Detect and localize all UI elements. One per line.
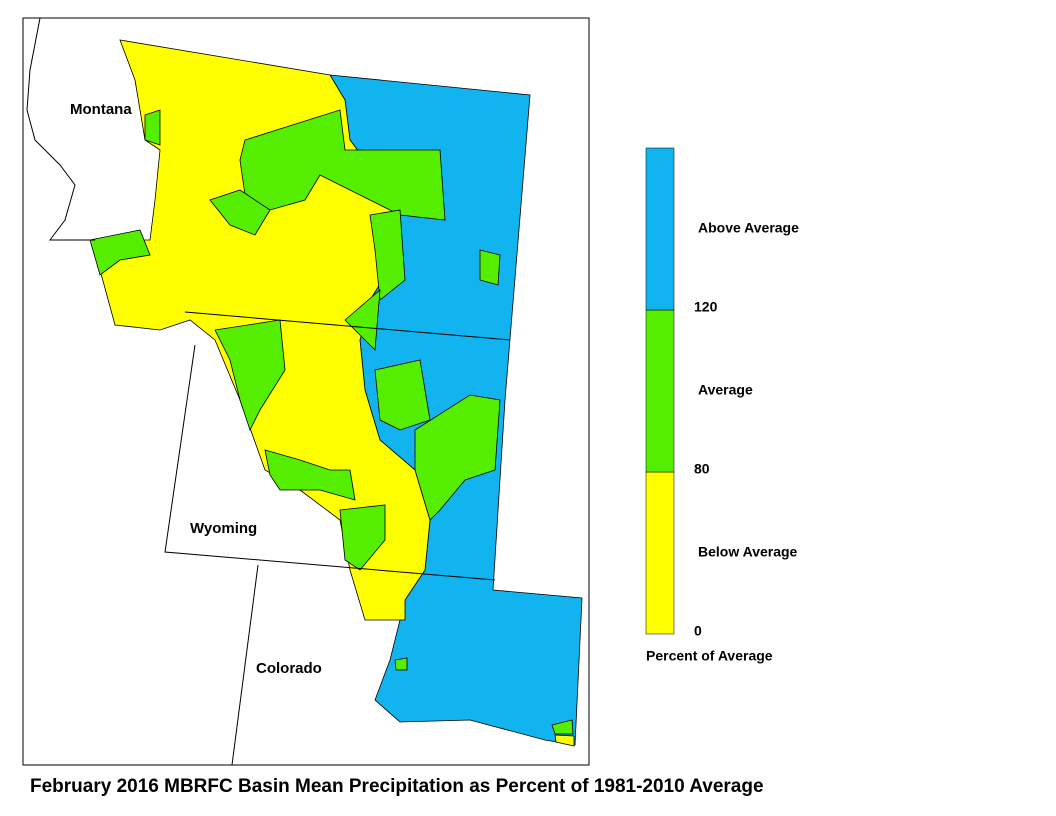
region-average (369, 209, 406, 301)
legend-swatch (645, 471, 675, 635)
legend-swatch (645, 309, 675, 473)
region-average (374, 359, 431, 431)
state-label: Wyoming (190, 520, 257, 537)
state-border (184, 311, 511, 341)
legend-title: Percent of Average (646, 648, 773, 664)
region-average (264, 449, 356, 501)
region-average (144, 109, 161, 146)
legend: Percent of Average Below Average Average A… (645, 147, 799, 664)
legend-tick-label: 0 (694, 623, 702, 639)
region-below (554, 734, 575, 747)
state-border (164, 344, 496, 581)
legend-swatch (645, 147, 675, 311)
legend-tick-label: 120 (694, 299, 718, 315)
region-average (394, 657, 408, 671)
region-average (339, 504, 386, 571)
region-average (209, 189, 271, 236)
region-average (89, 229, 151, 276)
caption: February 2016 MBRFC Basin Mean Precipita… (30, 776, 764, 797)
state-label: Montana (70, 101, 132, 118)
state-label: Colorado (256, 660, 322, 677)
region-average (479, 249, 501, 286)
state-border (26, 17, 95, 241)
map: Montana Wyoming Colorado (22, 17, 590, 766)
legend-label: Average (698, 382, 753, 398)
region-average (344, 289, 381, 351)
legend-label: Above Average (698, 220, 799, 236)
region-average (214, 319, 286, 432)
legend-label: Below Average (698, 544, 798, 560)
state-border (231, 564, 259, 766)
legend-tick-label: 80 (694, 461, 710, 477)
region-average (551, 719, 574, 735)
region-average (414, 394, 501, 521)
